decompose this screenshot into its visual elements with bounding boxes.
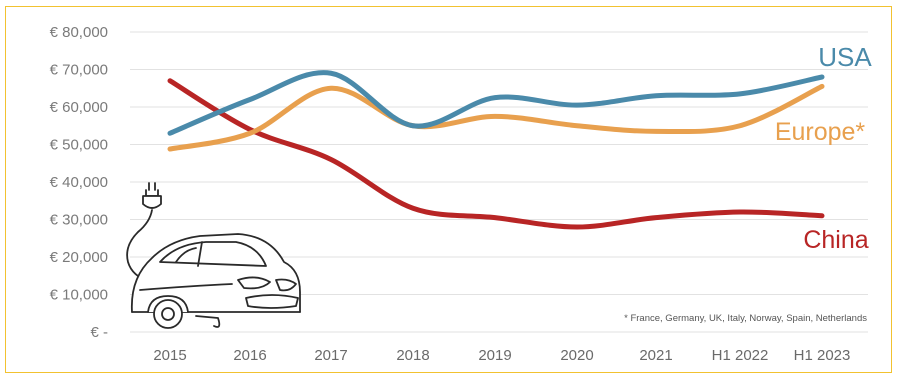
x-tick-label: 2015 — [153, 347, 186, 364]
y-tick-label: € 30,000 — [50, 212, 108, 229]
y-tick-label: € 60,000 — [50, 99, 108, 116]
series-labels: China Europe* USA — [775, 42, 873, 254]
x-tick-label: 2019 — [478, 347, 511, 364]
x-tick-label: 2020 — [560, 347, 593, 364]
chart-frame — [5, 6, 892, 373]
y-tick-label: € 50,000 — [50, 137, 108, 154]
series-label-china: China — [803, 226, 868, 254]
grid-lines — [130, 31, 868, 333]
y-axis-ticks: € - € 10,000 € 20,000 € 30,000 € 40,000 € 50,… — [50, 24, 108, 341]
electric-car-icon — [126, 182, 301, 329]
series-line-europe — [167, 83, 825, 152]
series-label-europe: Europe* — [775, 118, 866, 146]
x-tick-label: 2016 — [233, 347, 266, 364]
footnote: * France, Germany, UK, Italy, Norway, Sp… — [624, 313, 867, 324]
x-axis-ticks: 2015 2016 2017 2018 2019 2020 2021 H1 2022 H1 20… — [153, 347, 850, 364]
series-label-usa: USA — [818, 42, 872, 72]
series-lines — [167, 70, 825, 230]
y-tick-label: € - — [90, 324, 108, 341]
y-tick-label: € 10,000 — [50, 287, 108, 304]
x-tick-label: H1 2022 — [712, 347, 769, 364]
x-tick-label: H1 2023 — [794, 347, 851, 364]
series-line-usa — [167, 70, 825, 136]
y-tick-label: € 80,000 — [50, 24, 108, 41]
series-line-china — [167, 78, 825, 230]
x-tick-label: 2018 — [396, 347, 429, 364]
y-tick-label: € 40,000 — [50, 174, 108, 191]
x-tick-label: 2017 — [314, 347, 347, 364]
y-tick-label: € 70,000 — [50, 62, 108, 79]
y-tick-label: € 20,000 — [50, 249, 108, 266]
x-tick-label: 2021 — [639, 347, 672, 364]
